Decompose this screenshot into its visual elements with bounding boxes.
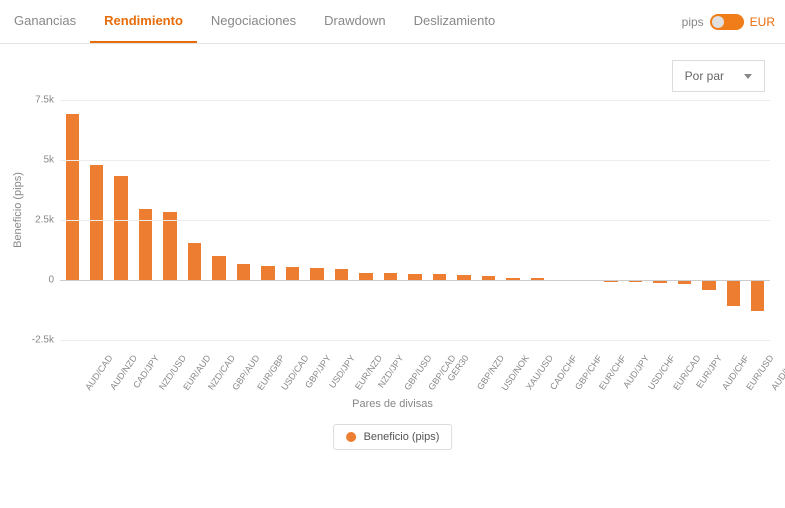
tab-ganancias[interactable]: Ganancias [0,0,90,43]
legend-marker-icon [346,432,356,442]
bar[interactable] [212,256,225,280]
gridline [60,280,770,281]
gridline [60,340,770,341]
bar[interactable] [90,165,103,280]
legend[interactable]: Beneficio (pips) [333,424,453,450]
bar[interactable] [163,212,176,280]
plot-region: -2.5k02.5k5k7.5k [60,100,770,340]
bar[interactable] [702,280,715,290]
chevron-down-icon [744,74,752,79]
bar[interactable] [727,280,740,306]
grouping-selector-label: Por par [685,69,724,83]
tab-negociaciones[interactable]: Negociaciones [197,0,310,43]
selector-row: Por par [0,44,785,92]
bar[interactable] [261,266,274,280]
gridline [60,100,770,101]
unit-toggle-group: pips EUR [682,14,775,30]
toggle-right-label: EUR [750,15,775,29]
x-axis-label: Pares de divisas [352,398,433,410]
bar[interactable] [408,274,421,280]
tab-deslizamiento[interactable]: Deslizamiento [400,0,510,43]
bar[interactable] [286,267,299,280]
bar[interactable] [335,269,348,280]
y-tick-label: 7.5k [35,95,60,106]
y-axis-label: Beneficio (pips) [12,172,24,248]
gridline [60,220,770,221]
grouping-selector[interactable]: Por par [672,60,765,92]
bar[interactable] [751,280,764,311]
bar[interactable] [188,243,201,280]
bar[interactable] [237,264,250,280]
tabs-container: GananciasRendimientoNegociacionesDrawdow… [0,0,509,43]
tab-rendimiento[interactable]: Rendimiento [90,0,197,43]
bar[interactable] [66,114,79,280]
bar[interactable] [384,273,397,280]
unit-toggle[interactable] [710,14,744,30]
y-tick-label: 5k [43,155,60,166]
y-tick-label: 2.5k [35,215,60,226]
y-tick-label: -2.5k [32,335,60,346]
gridline [60,160,770,161]
legend-label: Beneficio (pips) [364,431,440,443]
bar[interactable] [310,268,323,280]
toggle-knob [712,16,724,28]
chart-area: Beneficio (pips) -2.5k02.5k5k7.5k AUD/CA… [0,90,785,460]
y-tick-label: 0 [48,275,60,286]
topbar: GananciasRendimientoNegociacionesDrawdow… [0,0,785,44]
bar[interactable] [114,176,127,280]
tab-drawdown[interactable]: Drawdown [310,0,399,43]
bar[interactable] [359,273,372,280]
toggle-left-label: pips [682,15,704,29]
